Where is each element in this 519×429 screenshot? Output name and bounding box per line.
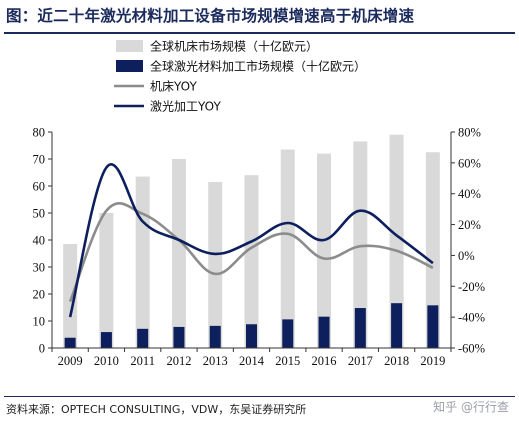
y-right-tick-label: 0%: [458, 249, 475, 263]
chart-axes: 0 10 20 30 40 50 60 70 80 -60% -40% -20% 0% 20% 40% 60%…: [33, 126, 486, 369]
y-right-tick-label: -20%: [458, 280, 485, 294]
bar-laser-processing: [391, 303, 403, 348]
y-left-tick-label: 60: [33, 180, 46, 194]
bar-laser-processing: [318, 316, 330, 348]
legend-swatch: [116, 60, 143, 72]
footer-divider: [4, 396, 515, 397]
legend-swatch: [116, 40, 143, 52]
x-tick-label: 2017: [348, 354, 373, 368]
bar-laser-processing: [173, 326, 185, 348]
bar-laser-processing: [137, 328, 149, 348]
y-left-tick-label: 30: [33, 261, 46, 275]
x-tick-label: 2010: [94, 354, 119, 368]
source-note: 资料来源：OPTECH CONSULTING，VDW，东吴证券研究所: [6, 403, 307, 416]
legend-label: 全球激光材料加工市场规模（十亿欧元）: [150, 59, 366, 74]
y-right-tick-label: 80%: [458, 126, 481, 140]
bar-machine-tool: [280, 149, 295, 348]
y-right-tick-label: 40%: [458, 187, 481, 201]
x-tick-label: 2014: [239, 354, 265, 368]
chart-lines: [68, 163, 434, 318]
legend-label: 激光加工YOY: [150, 100, 221, 114]
title-divider: [4, 32, 515, 34]
x-tick-label: 2019: [420, 354, 445, 368]
y-right-tick-label: 60%: [458, 156, 481, 170]
bar-machine-tool: [99, 213, 114, 348]
y-left-tick-label: 10: [33, 315, 46, 329]
x-tick-label: 2016: [312, 354, 337, 368]
legend-label: 机床YOY: [150, 80, 197, 94]
chart-title: 图：近二十年激光材料加工设备市场规模增速高于机床增速: [6, 7, 415, 25]
bar-machine-tool: [208, 181, 223, 348]
bar-machine-tool: [353, 141, 368, 348]
bar-laser-processing: [209, 325, 221, 348]
watermark: 知乎 @行行查: [433, 400, 509, 414]
bar-laser-processing: [354, 308, 366, 348]
bar-machine-tool: [389, 134, 404, 348]
bar-laser-processing: [64, 337, 76, 348]
x-tick-label: 2015: [275, 354, 300, 368]
bar-machine-tool: [63, 244, 78, 348]
bar-machine-tool: [244, 175, 259, 348]
y-left-tick-label: 40: [33, 234, 46, 248]
x-tick-label: 2011: [130, 354, 155, 368]
x-tick-label: 2018: [384, 354, 409, 368]
x-tick-label: 2009: [58, 354, 83, 368]
chart: 全球机床市场规模（十亿欧元） 全球激光材料加工市场规模（十亿欧元） 机床YOY 激光加…: [33, 39, 486, 369]
bar-machine-tool: [171, 159, 186, 348]
bar-laser-processing: [246, 324, 257, 348]
chart-legend: 全球机床市场规模（十亿欧元） 全球激光材料加工市场规模（十亿欧元） 机床YOY 激光加…: [114, 39, 366, 114]
y-right-tick-label: 20%: [458, 218, 481, 232]
y-right-tick-label: -60%: [458, 342, 485, 356]
chart-bars: [63, 134, 440, 348]
bar-laser-processing: [427, 305, 439, 348]
y-left-tick-label: 50: [33, 207, 46, 221]
bar-machine-tool: [317, 153, 332, 348]
y-left-tick-label: 80: [33, 126, 46, 140]
bar-laser-processing: [100, 332, 112, 348]
bar-machine-tool: [135, 176, 150, 348]
y-right-tick-label: -40%: [458, 311, 485, 325]
x-tick-label: 2012: [166, 354, 191, 368]
bar-laser-processing: [282, 319, 294, 348]
y-left-tick-label: 20: [33, 288, 46, 302]
y-left-tick-label: 70: [33, 153, 46, 167]
bar-machine-tool: [425, 152, 440, 348]
y-left-tick-label: 0: [39, 342, 45, 356]
line-laser-processing-yoy: [68, 163, 434, 318]
line-machine-tool-yoy: [68, 202, 434, 303]
x-tick-label: 2013: [203, 354, 228, 368]
legend-label: 全球机床市场规模（十亿欧元）: [150, 39, 318, 54]
